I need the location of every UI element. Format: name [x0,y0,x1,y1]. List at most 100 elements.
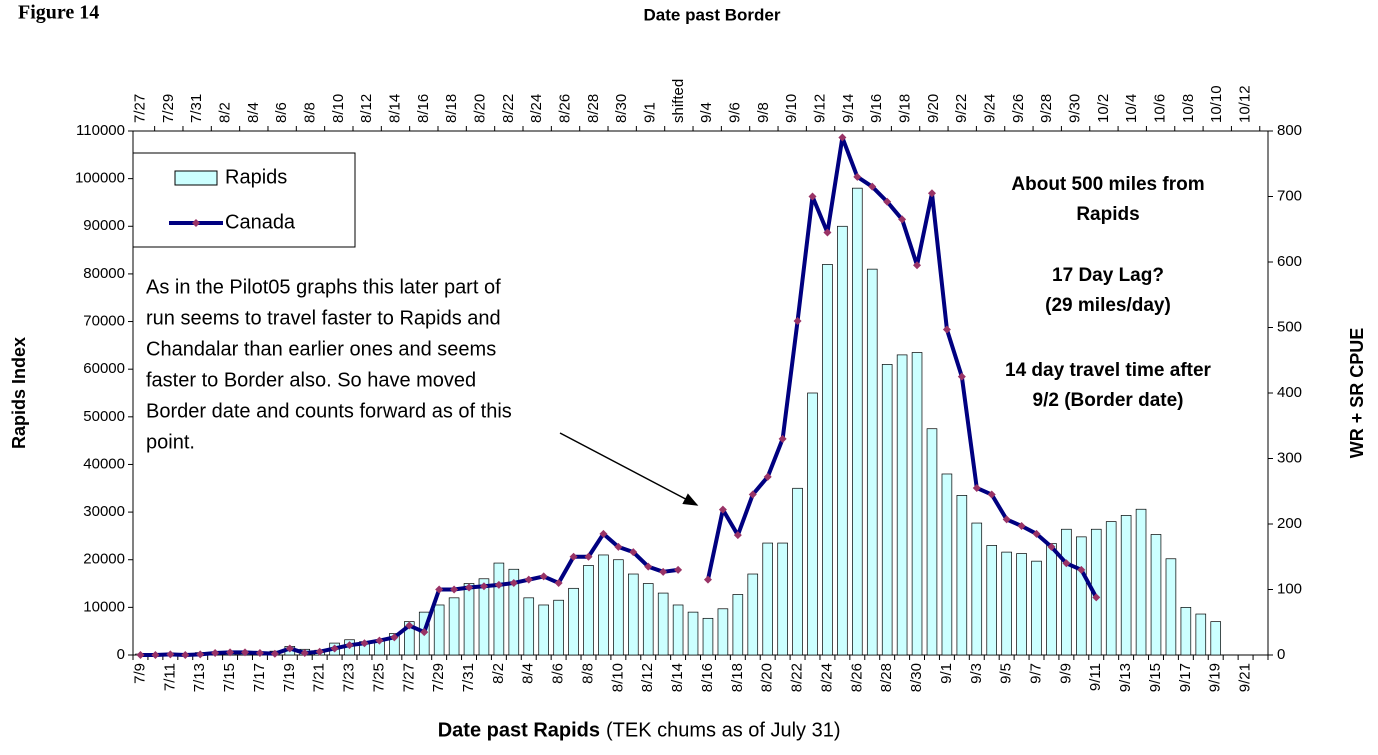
bar [568,587,579,656]
bar [508,568,520,656]
marker [629,548,638,557]
x-tick-label: 9/1 [938,663,955,684]
marker [420,628,429,637]
annotation: 17 Day Lag? [1052,265,1164,286]
marker [972,483,981,492]
top-tick-label: 9/26 [1010,94,1027,123]
annotation: faster to Border also. So have moved [146,369,476,391]
x-tick-label: 9/3 [968,663,985,684]
bar [956,495,968,656]
top-tick-label: 10/4 [1123,94,1140,123]
x-axis-note: (TEK chums as of July 31) [606,719,841,741]
y2-tick-label: 600 [1277,253,1302,270]
marker [554,578,563,587]
marker [509,578,518,587]
y-tick-label: 70000 [83,313,125,330]
top-tick-label: 9/6 [727,102,744,123]
bar [448,597,460,656]
marker [465,583,474,592]
marker [569,552,578,561]
bar [687,611,699,656]
top-tick-label: 9/12 [812,94,829,123]
bar [613,559,624,656]
bar [702,617,714,656]
y2-tick-label: 700 [1277,187,1302,204]
top-tick-label: 9/24 [982,94,999,123]
top-tick-label: 9/10 [783,94,800,123]
marker [345,641,354,650]
top-tick-label: 8/28 [585,94,602,123]
bar [1180,607,1192,656]
bar [941,473,953,656]
top-tick-label: 9/4 [698,102,715,123]
y-tick-label: 100000 [75,170,125,187]
x-axis-title: Date past Rapids [438,719,600,741]
x-tick-label: 8/8 [579,663,596,684]
annotation-arrow [559,432,699,506]
x-tick-label: 8/16 [699,663,716,692]
top-tick-label: 7/31 [188,94,205,123]
bar [762,542,773,656]
x-tick-label: 8/20 [759,663,776,692]
annotation: About 500 miles from [1011,174,1204,195]
x-tick-label: 8/6 [550,663,567,684]
marker [778,434,787,443]
top-tick-label: 7/27 [131,94,148,123]
annotation: run seems to travel faster to Rapids and [146,307,501,329]
x-tick-label: 9/17 [1177,663,1194,692]
annotation: Border date and counts forward as of thi… [146,400,512,422]
top-tick-label: 9/14 [840,94,857,123]
y-tick-label: 20000 [83,551,125,568]
marker [435,585,444,594]
x-tick-label: 7/29 [430,663,447,692]
top-tick-label: 9/18 [897,94,914,123]
bar [583,565,594,656]
bar [1016,553,1027,656]
bar [1135,508,1147,656]
bar [538,604,549,656]
top-tick-label: 10/6 [1152,94,1169,123]
marker [524,575,533,584]
bar [852,187,863,656]
top-tick-label: 8/12 [358,94,375,123]
top-tick-label: 8/16 [415,94,432,123]
bar [433,604,445,656]
marker [763,472,772,481]
marker [539,572,548,581]
bar [1120,515,1132,656]
x-tick-label: 8/26 [848,663,865,692]
x-tick-label: 8/24 [818,663,835,692]
marker [883,197,892,206]
top-tick-label: 9/20 [925,94,942,123]
x-tick-label: 7/27 [400,663,417,692]
marker [285,644,294,653]
marker [211,649,220,658]
annotation: point. [146,431,195,453]
bar [553,599,564,656]
x-tick-label: 7/19 [281,663,298,692]
marker [241,648,250,657]
x-tick-label: 7/25 [370,663,387,692]
marker [674,565,683,574]
marker [1002,515,1011,524]
marker [450,585,459,594]
y-tick-label: 90000 [83,217,125,234]
marker [375,636,384,645]
marker [255,649,264,658]
marker [868,182,877,191]
y2-tick-label: 100 [1277,580,1302,597]
bar [1061,528,1072,656]
y2-axis-title: WR + SR CPUE [1347,328,1367,459]
x-tick-label: 9/5 [998,663,1015,684]
marker [315,647,324,656]
marker [942,325,951,334]
top-tick-label: 8/22 [500,94,517,123]
y-axis-title: Rapids Index [9,337,29,449]
marker [808,192,817,201]
bar [1195,613,1207,656]
legend-swatch [174,170,218,186]
y-tick-label: 110000 [76,122,125,139]
marker [196,650,205,659]
bar [1031,560,1042,656]
bar [463,583,475,656]
